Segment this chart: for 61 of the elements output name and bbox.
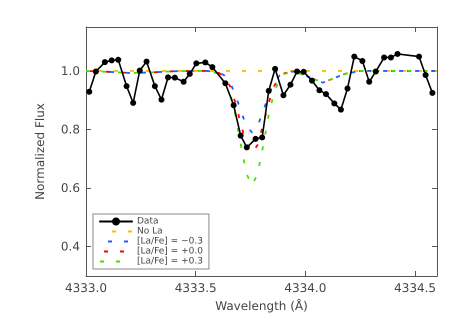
- x-tick-label: 4334.5: [394, 281, 436, 295]
- point: [172, 74, 178, 81]
- point: [280, 92, 286, 98]
- point: [366, 78, 372, 85]
- point: [108, 57, 115, 64]
- point: [394, 50, 401, 57]
- y-tick-label: 0.4: [60, 240, 80, 254]
- point: [86, 88, 92, 95]
- point: [165, 74, 172, 80]
- point: [158, 96, 164, 103]
- point: [287, 82, 294, 88]
- point: [422, 72, 429, 78]
- legend-label: Data: [137, 216, 158, 226]
- point: [259, 134, 266, 140]
- point: [372, 68, 379, 75]
- point: [115, 56, 122, 63]
- x-tick-label: 4333.5: [174, 281, 217, 295]
- point: [316, 87, 322, 94]
- point: [244, 144, 250, 150]
- legend-label: [La/Fe] = −0.3: [137, 236, 203, 246]
- y-tick-label: 1.0: [60, 64, 80, 78]
- y-axis-title: Normalized Flux: [33, 103, 47, 200]
- point: [130, 100, 136, 106]
- y-tick-label: 0.6: [60, 181, 80, 196]
- point: [272, 66, 278, 72]
- point: [338, 106, 344, 113]
- point: [124, 83, 130, 90]
- legend-label: [La/Fe] = +0.0: [137, 246, 204, 256]
- legend-label: No La: [137, 226, 163, 236]
- point: [300, 68, 307, 75]
- y-tick-label: 0.8: [60, 122, 80, 137]
- point: [136, 68, 143, 74]
- point: [209, 64, 216, 70]
- point: [359, 58, 366, 64]
- point: [294, 68, 300, 75]
- x-axis-title: Wavelength (Å): [215, 298, 308, 313]
- point: [429, 90, 436, 96]
- point: [344, 86, 350, 92]
- point: [308, 78, 315, 84]
- point: [230, 102, 237, 108]
- point: [323, 91, 329, 98]
- point: [266, 88, 272, 94]
- point: [193, 60, 200, 66]
- point: [416, 54, 422, 60]
- point: [144, 58, 150, 65]
- x-tick-label: 4333.0: [65, 281, 107, 295]
- point: [102, 59, 108, 66]
- point: [222, 80, 228, 86]
- point: [252, 136, 259, 142]
- point: [388, 54, 394, 60]
- point: [180, 78, 187, 85]
- point: [331, 100, 338, 106]
- point: [238, 132, 244, 139]
- point: [202, 59, 208, 66]
- point: [92, 68, 99, 75]
- point: [381, 54, 388, 60]
- x-tick-label: 4334.0: [284, 281, 326, 295]
- point: [186, 70, 193, 77]
- legend-label: [La/Fe] = +0.3: [137, 256, 203, 266]
- point: [351, 54, 358, 60]
- point: [152, 83, 158, 90]
